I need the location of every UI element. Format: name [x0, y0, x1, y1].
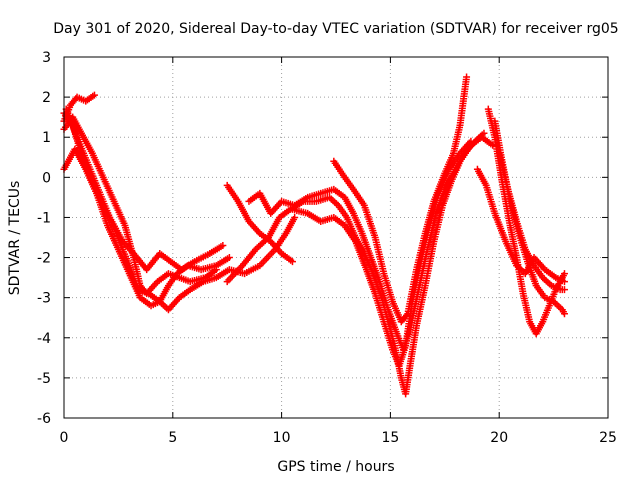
series-track-9: [330, 73, 471, 326]
x-axis-label: GPS time / hours: [277, 459, 394, 475]
y-tick-label: -4: [37, 331, 51, 347]
tick-layer: 0 5 10 15 20 25 -6 -5 -4 -3 -2 -1 0 1 2 3: [37, 50, 617, 446]
chart-title: Day 301 of 2020, Sidereal Day-to-day VTE…: [53, 21, 618, 37]
x-tick-label: 20: [490, 430, 508, 446]
plot-frame: [63, 56, 609, 419]
series-track-14: [495, 149, 568, 294]
data-point: [463, 73, 471, 81]
x-tick-label: 25: [599, 430, 617, 446]
data-point: [90, 91, 98, 99]
y-tick-label: 2: [42, 90, 51, 106]
x-tick-label: 0: [60, 430, 69, 446]
series-track-4: [60, 109, 227, 274]
grid-layer: [64, 57, 608, 418]
data-point: [467, 137, 475, 145]
data-point: [560, 270, 568, 278]
series-track-12: [484, 105, 568, 338]
y-tick-label: 0: [42, 170, 51, 186]
data-point: [288, 258, 296, 266]
y-tick-label: -2: [37, 251, 51, 267]
data-point: [219, 242, 227, 250]
series-track-5: [62, 105, 299, 314]
data-point: [560, 310, 568, 318]
data-point: [291, 213, 299, 221]
x-tick-label: 15: [381, 430, 399, 446]
y-axis-label: SDTVAR / TECUs: [7, 181, 23, 296]
y-tick-label: -6: [37, 411, 51, 427]
data-point: [225, 254, 233, 262]
y-tick-label: 1: [42, 130, 51, 146]
x-tick-label: 10: [273, 430, 291, 446]
y-tick-label: -3: [37, 291, 51, 307]
y-tick-label: -1: [37, 210, 51, 226]
y-tick-label: 3: [42, 50, 51, 66]
y-tick-label: -5: [37, 371, 51, 387]
data-point: [480, 129, 488, 137]
data-point: [560, 286, 568, 294]
x-tick-label: 5: [168, 430, 177, 446]
series-track-10: [288, 137, 475, 370]
data-layer: [60, 73, 568, 398]
